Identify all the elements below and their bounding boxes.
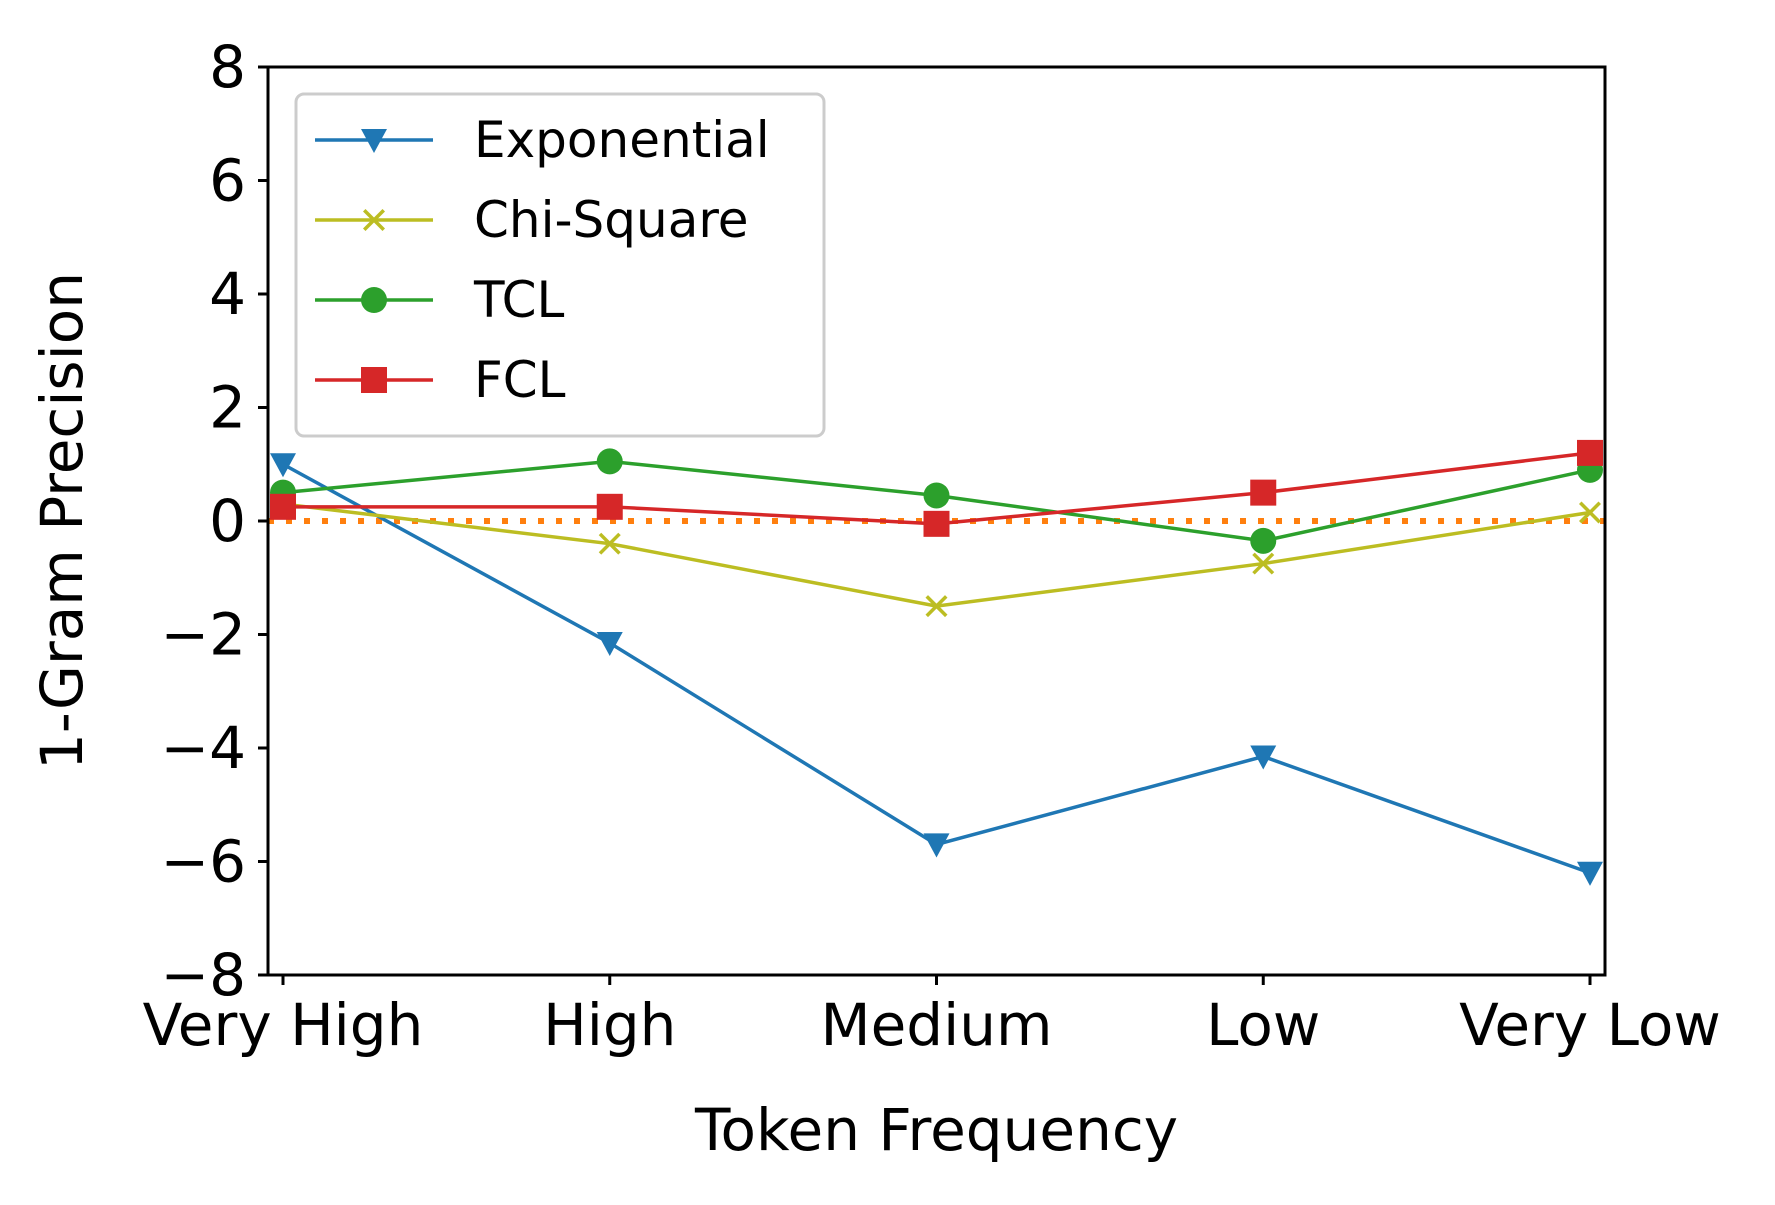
series-layer — [270, 439, 1603, 886]
x-tick-label: Very Low — [1459, 991, 1721, 1059]
legend-label-chi-square: Chi-Square — [474, 191, 749, 249]
data-point-exponential — [596, 631, 623, 657]
data-point-fcl — [596, 493, 623, 520]
legend-box — [294, 92, 826, 438]
data-point-fcl — [270, 493, 296, 520]
legend-label-tcl: TCL — [473, 271, 565, 329]
y-axis-ticks: 8 6 4 2 0 −2 −4 −6 −8 — [161, 33, 268, 1009]
legend-marker-fcl — [361, 367, 387, 393]
x-tick-label: Medium — [821, 991, 1053, 1059]
series-chi-square — [272, 492, 1601, 618]
data-point-tcl — [923, 482, 950, 509]
data-point-tcl — [596, 448, 623, 475]
data-point-exponential — [270, 453, 296, 478]
legend: Exponential Chi-Square TCL FCL — [294, 92, 826, 438]
y-tick-label: 2 — [209, 374, 246, 442]
legend-entry-chi-square: Chi-Square — [315, 191, 749, 249]
data-point-chi-square-stroke — [925, 595, 948, 618]
legend-entry-fcl: FCL — [315, 351, 566, 409]
legend-marker-chi-square — [363, 209, 385, 231]
series-exponential — [270, 453, 1603, 886]
data-point-chi-square — [925, 595, 948, 618]
legend-marker-exponential — [361, 128, 387, 153]
y-axis-label: 1-Gram Precision — [28, 272, 96, 770]
series-tcl — [270, 448, 1603, 554]
x-tick-label: High — [543, 991, 676, 1059]
y-tick-label: 4 — [209, 260, 246, 328]
data-point-chi-square-stroke — [598, 532, 621, 555]
x-axis-ticks: Very High High Medium Low Very Low — [143, 975, 1721, 1059]
data-point-chi-square-stroke — [1579, 501, 1601, 524]
x-tick-label: Very High — [143, 991, 424, 1059]
data-point-fcl — [923, 510, 950, 537]
y-tick-label: 8 — [209, 33, 246, 101]
y-tick-label: 0 — [209, 487, 246, 555]
legend-label-exponential: Exponential — [474, 111, 770, 169]
data-point-chi-square-stroke — [1252, 552, 1275, 575]
x-axis-label: Token Frequency — [694, 1096, 1178, 1164]
legend-label-fcl: FCL — [474, 351, 566, 409]
y-tick-label: −6 — [161, 828, 247, 896]
data-point-fcl — [1250, 479, 1277, 506]
series-fcl — [270, 439, 1603, 537]
legend-marker-chi-square-stroke — [363, 209, 385, 231]
y-tick-label: −8 — [161, 941, 247, 1009]
legend-entry-tcl: TCL — [315, 271, 565, 329]
x-tick-label: Low — [1206, 991, 1320, 1059]
data-point-fcl — [1577, 439, 1603, 466]
y-tick-label: 6 — [209, 147, 246, 215]
y-tick-label: −2 — [161, 601, 247, 669]
data-point-chi-square — [1579, 501, 1601, 524]
data-point-tcl — [1250, 527, 1277, 554]
data-point-exponential — [1250, 745, 1277, 770]
data-point-chi-square — [1252, 552, 1275, 575]
legend-entry-exponential: Exponential — [315, 111, 770, 169]
data-point-chi-square — [598, 532, 621, 555]
legend-marker-tcl — [361, 287, 387, 313]
data-point-exponential — [1577, 861, 1603, 886]
y-tick-label: −4 — [161, 714, 247, 782]
data-point-exponential — [923, 833, 950, 858]
